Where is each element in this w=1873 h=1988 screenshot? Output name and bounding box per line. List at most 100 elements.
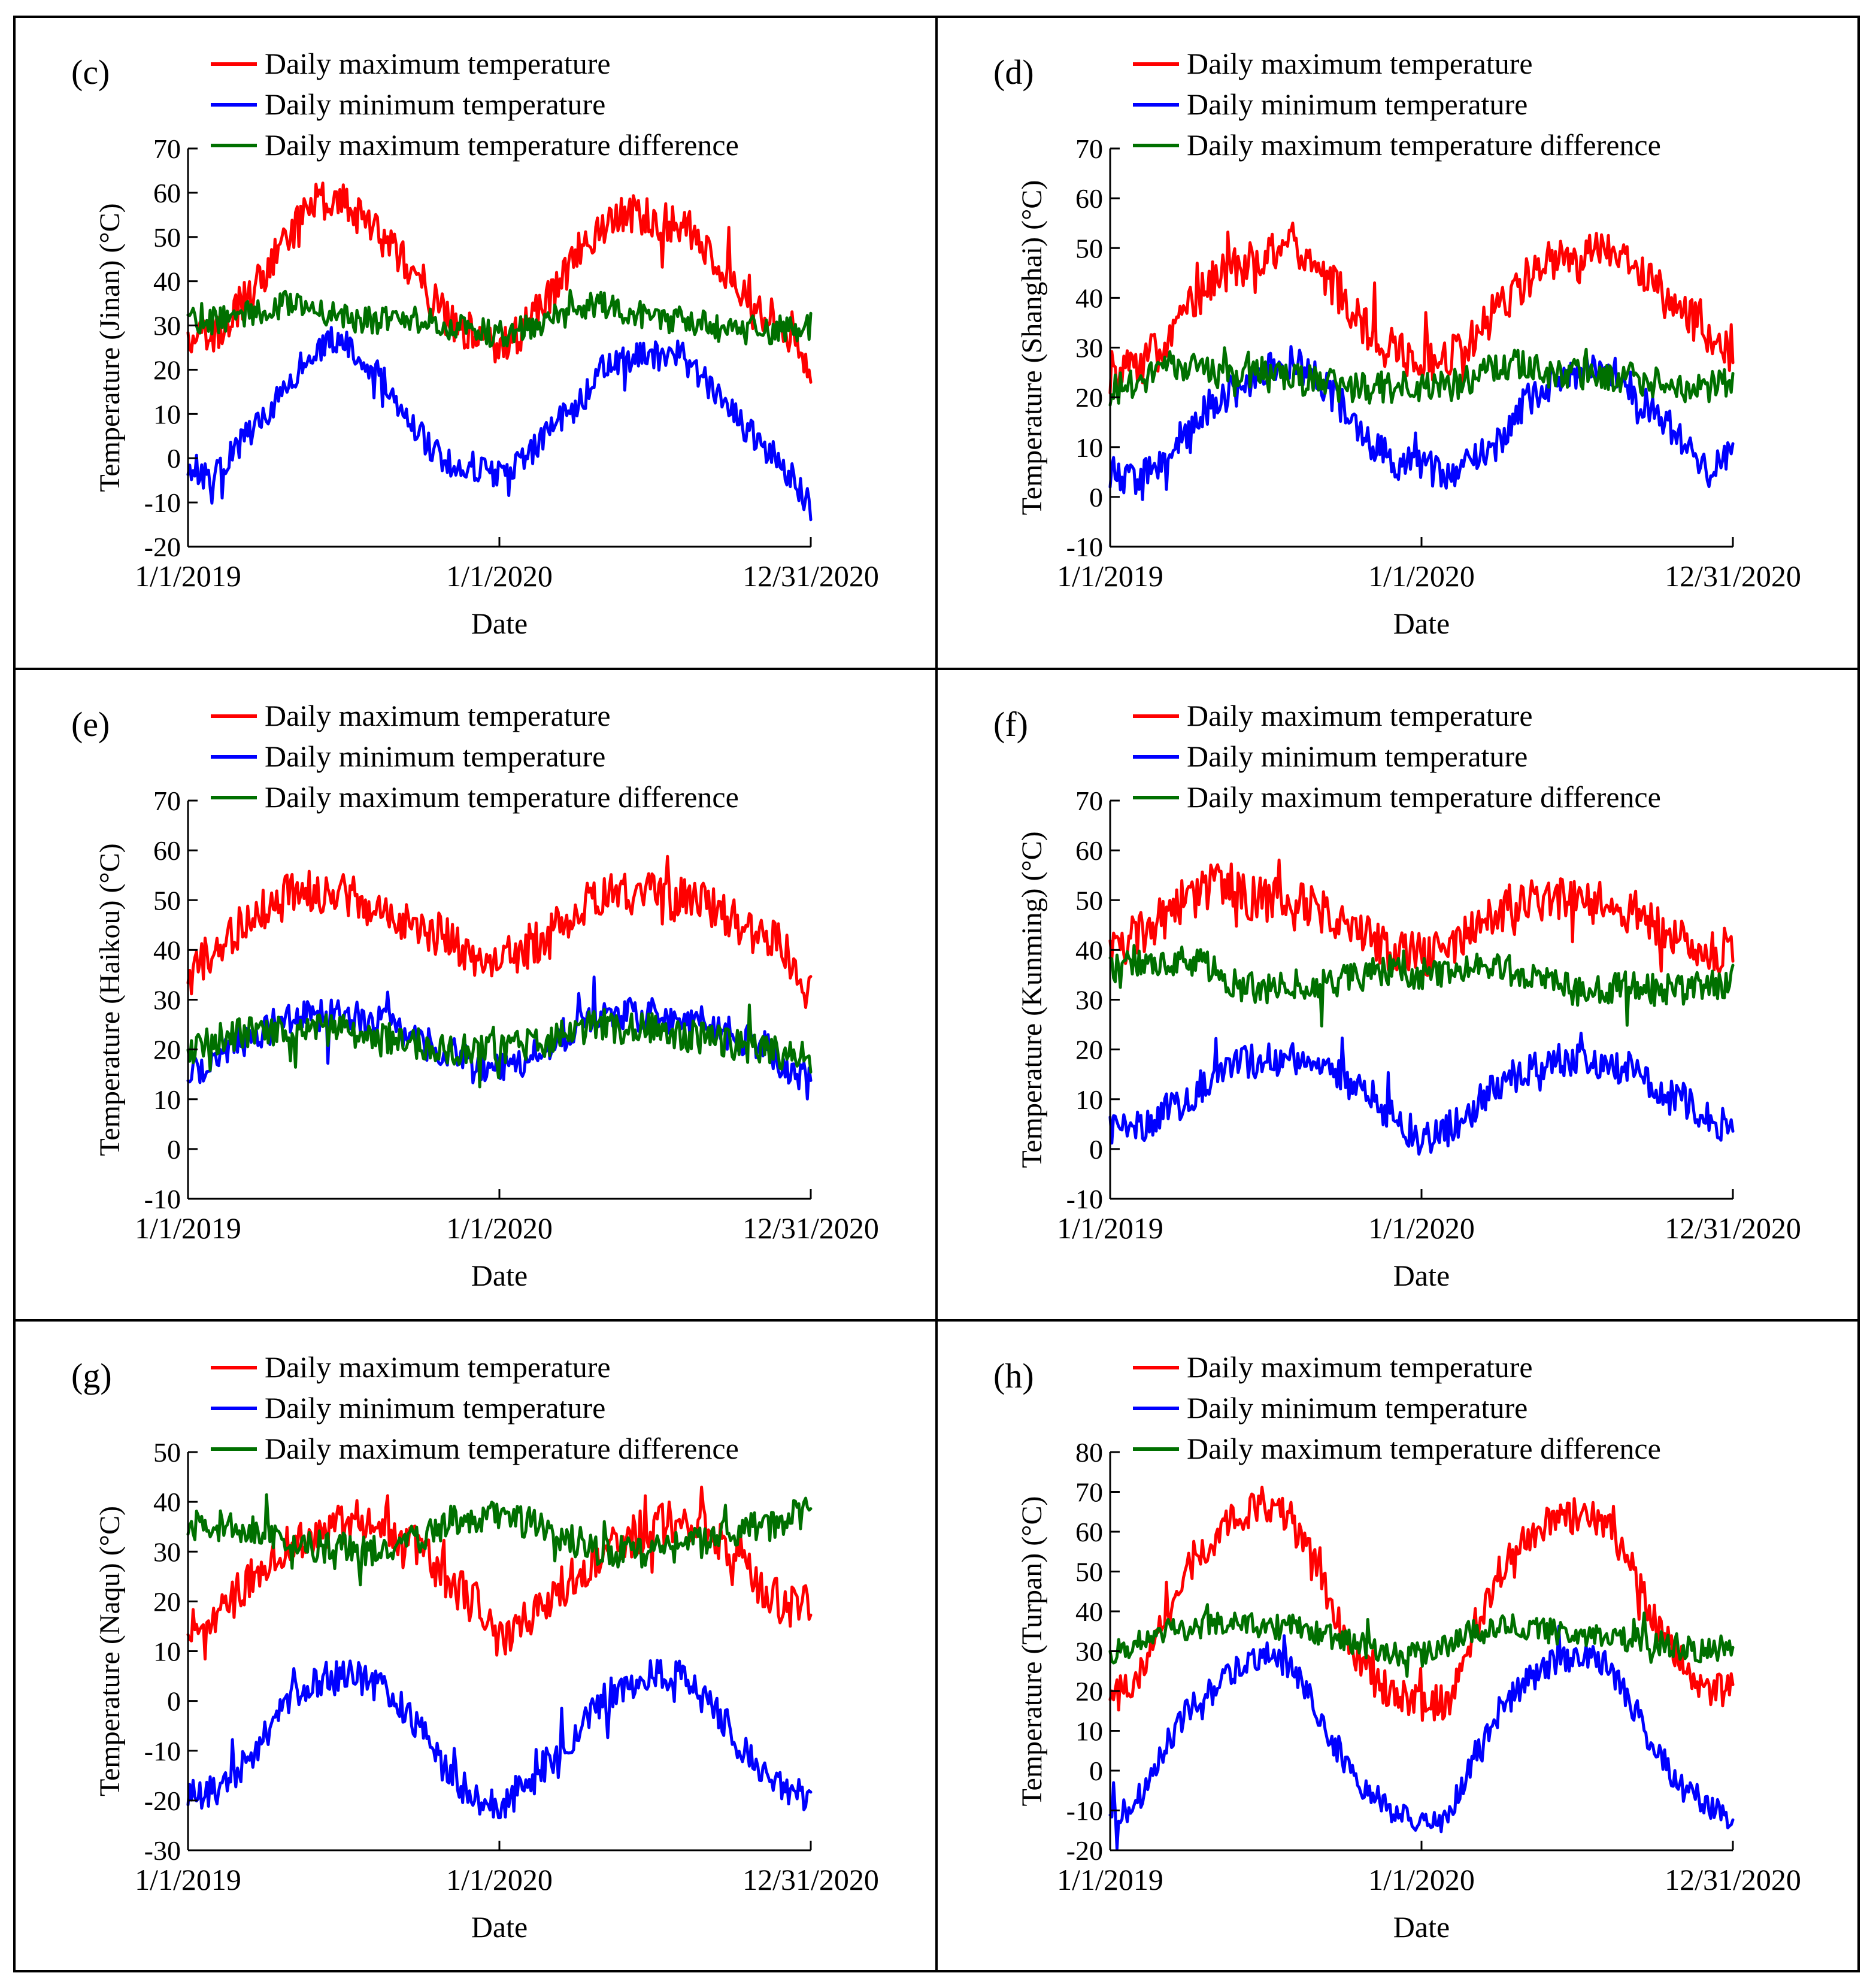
panel-label: (f) xyxy=(993,705,1028,744)
y-tick-label: 50 xyxy=(1075,233,1103,263)
series-line-3 xyxy=(186,1003,813,1089)
panel-d: (d) Daily maximum temperature Daily minimu… xyxy=(993,47,1801,640)
x-tick-label: 1/1/2020 xyxy=(1368,1863,1475,1896)
y-tick-label: 10 xyxy=(153,1637,181,1667)
y-tick-label: 10 xyxy=(1075,1084,1103,1115)
y-tick-label: 20 xyxy=(1075,383,1103,413)
x-tick-label: 1/1/2020 xyxy=(446,1863,553,1896)
y-tick-label: 40 xyxy=(1075,935,1103,965)
series-line-3 xyxy=(186,289,813,348)
series-line-1 xyxy=(1108,222,1735,395)
panel-g: (g) Daily maximum temperature Daily minimu… xyxy=(71,1350,879,1944)
y-tick-label: 60 xyxy=(153,178,181,208)
y-tick-label: 70 xyxy=(1075,786,1103,816)
y-tick-label: 10 xyxy=(153,1084,181,1115)
y-tick-label: 70 xyxy=(153,134,181,164)
x-axis-label: Date xyxy=(1393,1259,1450,1292)
panel-c: (c) Daily maximum temperature Daily minimu… xyxy=(71,47,879,640)
y-tick-label: 60 xyxy=(1075,183,1103,214)
y-tick-label: 30 xyxy=(153,311,181,341)
y-tick-label: 40 xyxy=(1075,283,1103,313)
y-tick-label: 60 xyxy=(153,835,181,866)
x-tick-label: 1/1/2020 xyxy=(1368,1211,1475,1245)
x-axis-label: Date xyxy=(471,1259,528,1292)
y-tick-label: 70 xyxy=(1075,134,1103,164)
x-tick-label: 1/1/2019 xyxy=(135,559,241,593)
y-tick-label: 0 xyxy=(167,443,181,474)
y-tick-label: 0 xyxy=(1089,1756,1103,1786)
legend-entry: Daily maximum temperature xyxy=(1187,1350,1533,1384)
legend-entry: Daily maximum temperature xyxy=(1187,699,1533,732)
y-axis-label: Temperature (Shanghai) (°C) xyxy=(1016,180,1048,516)
y-tick-label: 30 xyxy=(1075,333,1103,363)
y-axis-label: Temperature (Naqu) (°C) xyxy=(94,1506,126,1796)
y-tick-label: 40 xyxy=(153,1487,181,1517)
y-tick-label: 0 xyxy=(1089,482,1103,513)
y-tick-label: 10 xyxy=(1075,1716,1103,1747)
y-tick-label: -10 xyxy=(1066,1184,1103,1214)
y-tick-label: 50 xyxy=(153,885,181,916)
legend-entry: Daily minimum temperature xyxy=(1187,1391,1528,1425)
y-axis-label: Temperature (Kunming) (°C) xyxy=(1016,831,1048,1168)
x-tick-label: 12/31/2020 xyxy=(1665,559,1801,593)
y-tick-label: 0 xyxy=(167,1686,181,1717)
y-tick-label: 70 xyxy=(1075,1477,1103,1508)
y-tick-label: 0 xyxy=(1089,1134,1103,1165)
series-line-2 xyxy=(186,1659,813,1820)
legend-entry: Daily maximum temperature difference xyxy=(1187,780,1661,814)
legend-entry: Daily maximum temperature xyxy=(1187,47,1533,80)
series-line-2 xyxy=(1108,1031,1735,1156)
x-axis-label: Date xyxy=(1393,607,1450,640)
x-tick-label: 1/1/2020 xyxy=(1368,559,1475,593)
x-axis-label: Date xyxy=(471,1910,528,1944)
panel-label: (c) xyxy=(71,53,110,92)
y-tick-label: -20 xyxy=(144,1786,181,1816)
y-tick-label: 60 xyxy=(1075,1517,1103,1547)
legend-entry: Daily maximum temperature difference xyxy=(1187,1432,1661,1465)
y-tick-label: 20 xyxy=(1075,1035,1103,1065)
y-tick-label: 20 xyxy=(153,1035,181,1065)
x-tick-label: 1/1/2019 xyxy=(1057,1211,1163,1245)
y-tick-label: 30 xyxy=(153,1537,181,1567)
y-tick-label: -10 xyxy=(144,487,181,518)
panel-f: (f) Daily maximum temperature Daily minimu… xyxy=(993,699,1801,1292)
legend-entry: Daily maximum temperature xyxy=(265,1350,611,1384)
y-tick-label: 50 xyxy=(1075,1557,1103,1587)
y-tick-label: 50 xyxy=(1075,885,1103,916)
y-tick-label: 80 xyxy=(1075,1437,1103,1468)
y-tick-label: 20 xyxy=(153,1586,181,1617)
y-tick-label: 20 xyxy=(1075,1676,1103,1707)
y-tick-label: 70 xyxy=(153,786,181,816)
y-tick-label: 60 xyxy=(1075,835,1103,866)
y-axis-label: Temperature (Jinan) (°C) xyxy=(94,203,126,492)
legend-entry: Daily minimum temperature xyxy=(1187,87,1528,121)
x-tick-label: 12/31/2020 xyxy=(1665,1211,1801,1245)
y-tick-label: 10 xyxy=(153,399,181,429)
legend-entry: Daily maximum temperature xyxy=(265,47,611,80)
legend-entry: Daily maximum temperature difference xyxy=(265,128,739,162)
panel-label: (g) xyxy=(71,1356,112,1395)
series-line-2 xyxy=(186,326,813,522)
x-axis-label: Date xyxy=(1393,1910,1450,1944)
x-tick-label: 1/1/2019 xyxy=(1057,559,1163,593)
series-line-3 xyxy=(1108,346,1735,407)
x-tick-label: 1/1/2019 xyxy=(135,1863,241,1896)
x-tick-label: 12/31/2020 xyxy=(742,559,879,593)
x-tick-label: 1/1/2019 xyxy=(1057,1863,1163,1896)
y-tick-label: 20 xyxy=(153,354,181,385)
x-tick-label: 12/31/2020 xyxy=(1665,1863,1801,1896)
legend-entry: Daily maximum temperature difference xyxy=(265,780,739,814)
panel-label: (e) xyxy=(71,705,110,744)
panel-e: (e) Daily maximum temperature Daily minimu… xyxy=(71,699,879,1292)
x-tick-label: 1/1/2020 xyxy=(446,1211,553,1245)
y-tick-label: -10 xyxy=(144,1736,181,1766)
y-tick-label: -10 xyxy=(144,1184,181,1214)
y-axis-label: Temperature (Turpan) (°C) xyxy=(1016,1496,1048,1807)
legend-entry: Daily minimum temperature xyxy=(265,87,605,121)
y-tick-label: 40 xyxy=(153,935,181,965)
x-tick-label: 1/1/2020 xyxy=(446,559,553,593)
series-line-2 xyxy=(1108,345,1735,501)
x-tick-label: 12/31/2020 xyxy=(742,1211,879,1245)
y-axis-label: Temperature (Haikou) (°C) xyxy=(94,843,126,1156)
y-tick-label: -10 xyxy=(1066,532,1103,562)
